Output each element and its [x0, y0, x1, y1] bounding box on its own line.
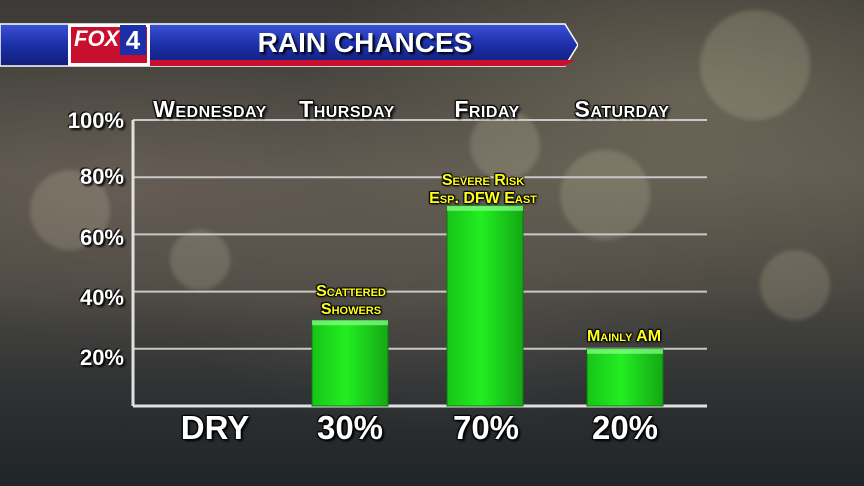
annotation-friday: Severe Risk Esp. DFW East [413, 172, 553, 208]
bar-thursday-highlight [312, 320, 388, 326]
annotation-friday-line2: Esp. DFW East [429, 190, 537, 207]
x-label-saturday: Saturday [574, 96, 670, 122]
y-tick-40: 40% [79, 285, 124, 310]
annotation-saturday-line1: Mainly AM [586, 328, 662, 345]
x-label-friday: Friday [454, 96, 520, 122]
bokeh-light [760, 250, 830, 320]
annotation-thursday-line1: Scattered [316, 283, 386, 300]
bokeh-light [170, 230, 230, 290]
value-label-thursday: 30% [316, 409, 384, 446]
y-tick-60: 60% [79, 225, 124, 250]
y-tick-20: 20% [79, 345, 124, 370]
bar-saturday [586, 348, 664, 407]
page-title: RAIN CHANCES [257, 27, 473, 58]
value-label-saturday: 20% [591, 409, 659, 446]
bokeh-light [700, 10, 810, 120]
y-tick-80: 80% [79, 164, 124, 189]
bar-saturday-highlight [587, 348, 663, 354]
x-label-wednesday: Wednesday [153, 96, 267, 122]
bokeh-light [30, 170, 110, 250]
bokeh-light [560, 150, 650, 240]
annotation-friday-line1: Severe Risk [441, 172, 525, 189]
y-tick-100: 100% [67, 108, 124, 133]
bar-thursday [311, 319, 389, 407]
bokeh-light [470, 110, 540, 180]
bar-friday-highlight [447, 205, 523, 211]
annotation-thursday-line2: Showers [320, 301, 382, 318]
x-label-thursday: Thursday [299, 96, 395, 122]
bar-friday [446, 205, 524, 407]
annotation-thursday: Scattered Showers [291, 283, 411, 319]
fox4-logo-number: 4 [120, 25, 146, 55]
annotation-saturday: Mainly AM [559, 328, 689, 346]
banner-red-stripe [150, 60, 575, 66]
fox4-logo-text: FOX [74, 26, 120, 51]
value-label-wednesday: DRY [180, 409, 250, 446]
value-label-friday: 70% [452, 409, 520, 446]
